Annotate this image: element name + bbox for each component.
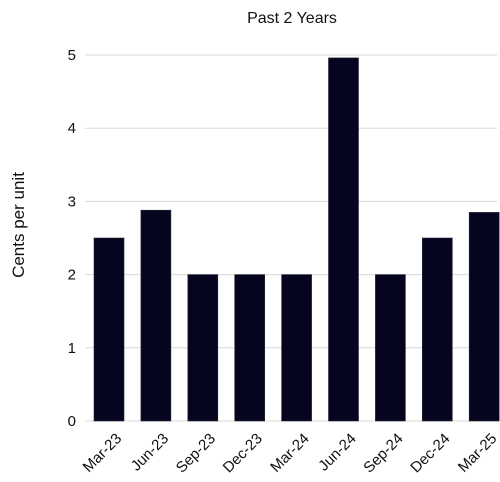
bar — [140, 209, 172, 422]
y-axis-label: Cents per unit — [9, 172, 28, 278]
bar — [93, 237, 125, 422]
y-tick-label: 5 — [68, 47, 76, 64]
x-tick-label: Dec-24 — [407, 430, 453, 476]
bar — [281, 274, 312, 422]
x-tick-label: Jun-24 — [315, 430, 359, 474]
x-tick-label: Mar-25 — [455, 430, 500, 476]
y-axis-ticks: 0 1 2 3 4 5 — [68, 47, 76, 430]
x-tick-label: Mar-23 — [80, 430, 126, 476]
y-tick-label: 0 — [68, 413, 76, 430]
x-tick-label: Mar-24 — [267, 430, 313, 476]
bar — [421, 237, 453, 422]
bar — [468, 212, 500, 422]
y-tick-label: 4 — [68, 120, 76, 137]
x-axis-ticks: Mar-23 Jun-23 Sep-23 Dec-23 Mar-24 Jun-24 Sep-… — [80, 430, 500, 476]
y-tick-label: 1 — [68, 340, 76, 357]
bar — [187, 274, 219, 422]
x-tick-label: Sep-24 — [360, 430, 406, 476]
bars — [93, 57, 500, 422]
chart-title: Past 2 Years — [247, 10, 337, 27]
x-tick-label: Sep-23 — [173, 430, 219, 476]
x-tick-label: Dec-23 — [220, 430, 266, 476]
x-tick-label: Jun-23 — [128, 430, 172, 474]
bar — [234, 274, 265, 422]
y-tick-label: 2 — [68, 267, 76, 284]
bar — [328, 57, 359, 422]
bar — [375, 274, 406, 422]
y-tick-label: 3 — [68, 193, 76, 210]
